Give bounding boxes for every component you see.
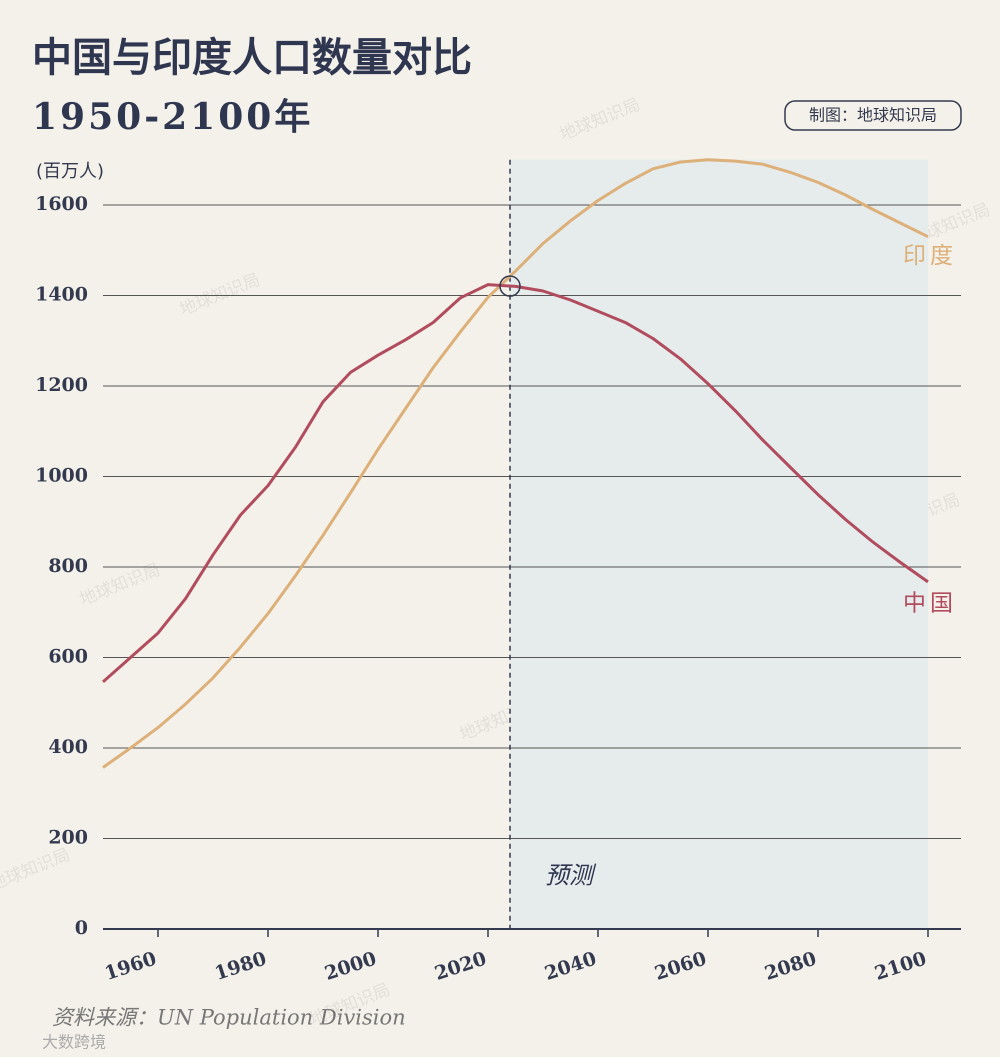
series-label: 印度	[903, 243, 957, 269]
x-tick-label: 2060	[652, 948, 709, 985]
y-tick-label: 1000	[35, 465, 88, 487]
logo: 大数跨境	[42, 1033, 106, 1052]
x-tick-label: 2100	[872, 948, 929, 985]
x-tick-label: 1980	[212, 948, 269, 985]
watermark: 地球知识局	[0, 845, 73, 895]
y-tick-label: 800	[48, 555, 88, 577]
y-tick-label: 200	[48, 827, 88, 849]
y-tick-label: 400	[48, 736, 88, 758]
x-tick-label: 2040	[542, 948, 599, 985]
y-tick-label: 600	[48, 646, 88, 668]
x-tick-label: 2020	[432, 948, 489, 985]
x-tick-label: 2000	[322, 948, 379, 985]
series-line	[102, 158, 929, 769]
chart-title: 中国与印度人口数量对比	[32, 35, 472, 81]
series-line	[102, 283, 929, 684]
forecast-region	[510, 159, 928, 929]
y-tick-label: 1400	[35, 284, 88, 306]
y-tick-label: 1200	[35, 374, 88, 396]
source: 资料来源：UN Population Division	[52, 1006, 406, 1030]
y-tick-label: 0	[75, 917, 88, 939]
x-tick-label: 1960	[102, 948, 159, 985]
y-axis-label: (百万人)	[36, 161, 104, 182]
x-tick-label: 2080	[762, 948, 819, 985]
chart-subtitle: 1950-2100年	[32, 96, 313, 138]
credit-box	[784, 100, 962, 131]
forecast-label: 预测	[545, 862, 597, 890]
y-tick-label: 1600	[35, 193, 88, 215]
watermark: 地球知识局	[557, 95, 643, 145]
crossing-marker	[499, 275, 521, 297]
credit: 制图：地球知识局	[809, 106, 937, 125]
series-label: 中国	[903, 590, 957, 616]
